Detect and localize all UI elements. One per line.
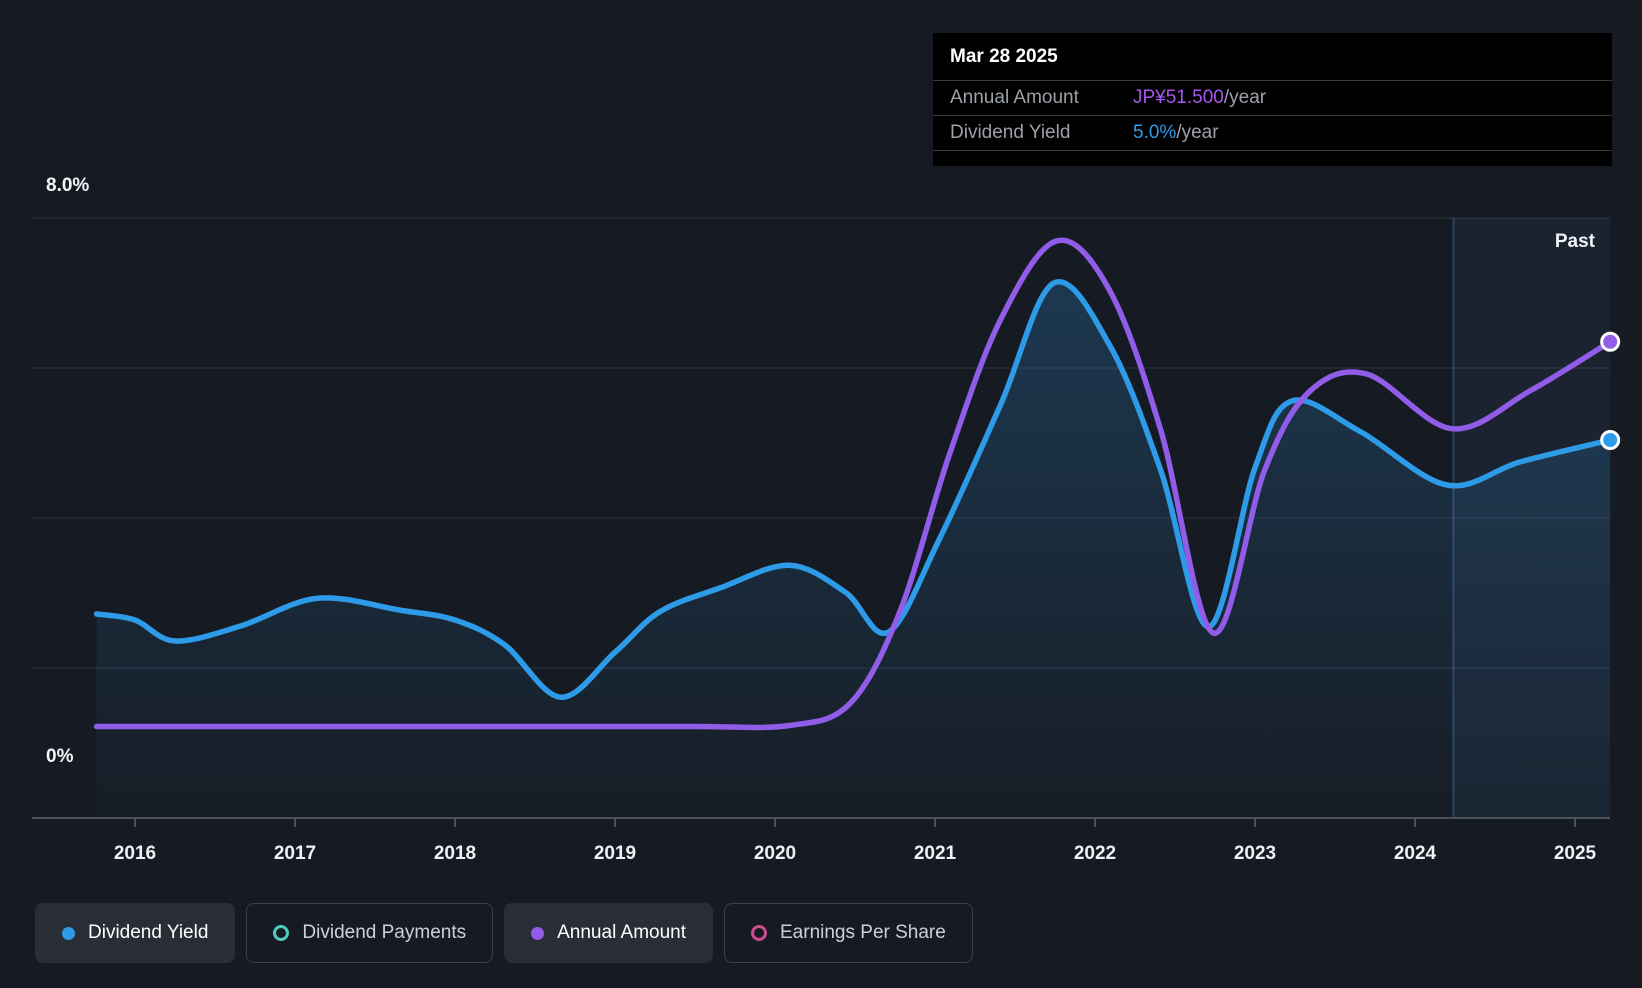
past-region-label: Past [1554,231,1595,252]
x-tick-label: 2022 [1074,843,1116,864]
legend-label: Dividend Payments [302,922,467,943]
area-dividend-yield [96,281,1611,818]
series-area-fill [96,281,1611,818]
tooltip-label: Annual Amount [950,87,1079,108]
tooltip-value-suffix: /year [1223,87,1267,108]
x-axis: 2016 2017 2018 2019 2020 2021 2022 2023 2024 2025 [32,817,1610,864]
legend-label: Earnings Per Share [780,922,946,943]
x-tick-label: 2025 [1554,843,1597,864]
tooltip-row-annual-amount: Annual Amount JP¥51.500/year [933,81,1612,116]
y-axis-max-label: 8.0% [46,175,90,196]
x-tick-label: 2021 [914,843,957,864]
end-marker-annual-amount [1600,331,1621,352]
legend-toggle-dividend-yield[interactable]: Dividend Yield [35,903,236,963]
tooltip-date: Mar 28 2025 [933,33,1612,81]
legend-toggle-earnings-per-share[interactable]: Earnings Per Share [724,903,973,963]
x-tick-label: 2020 [754,843,796,864]
dividend-yield-dot-icon [62,926,75,940]
legend-toggle-annual-amount[interactable]: Annual Amount [504,903,713,963]
y-axis-min-label: 0% [46,746,74,767]
tooltip-value: JP¥51.500 [1133,87,1224,108]
series-end-markers [1600,331,1621,450]
annual-amount-dot-icon [531,926,545,940]
past-region-band [1452,218,1610,818]
chart-tooltip: Mar 28 2025 Annual Amount JP¥51.500/year… [933,33,1612,166]
line-annual-amount [93,237,1613,731]
x-tick-label: 2017 [274,843,316,864]
x-tick-label: 2019 [594,843,636,864]
x-tick-label: 2024 [1394,843,1437,864]
legend-label: Dividend Yield [88,922,209,943]
tooltip-row-dividend-yield: Dividend Yield 5.0%/year [933,116,1612,151]
tooltip-value: 5.0% [1133,122,1177,143]
legend-toggle-dividend-payments[interactable]: Dividend Payments [246,903,494,963]
tooltip-value-suffix: /year [1176,122,1219,143]
dividend-payments-ring-icon [273,925,290,941]
series-lines [93,237,1613,731]
x-tick-label: 2023 [1234,843,1276,864]
chart-legend: Dividend Yield Dividend Payments Annual … [35,903,973,963]
x-tick-label: 2018 [434,843,476,864]
line-dividend-yield [93,279,1613,700]
earnings-per-share-ring-icon [751,925,767,941]
end-marker-dividend-yield [1600,430,1621,450]
legend-label: Annual Amount [557,922,686,943]
x-tick-label: 2016 [114,843,156,864]
tooltip-label: Dividend Yield [950,122,1071,143]
